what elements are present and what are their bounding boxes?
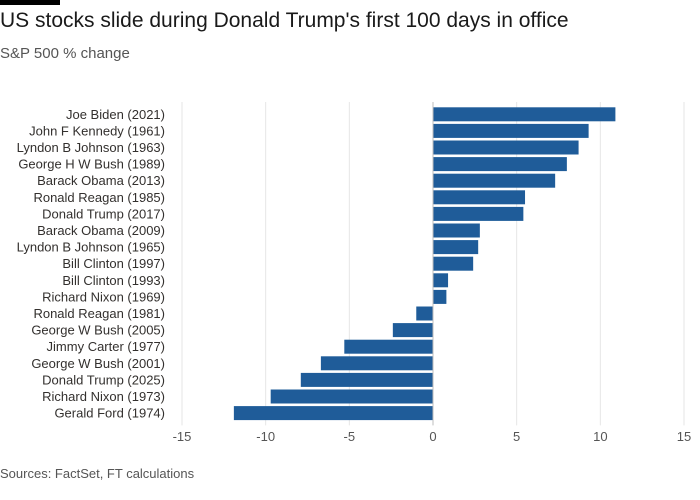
- x-tick-label: 10: [593, 429, 607, 444]
- x-tick-label: 0: [429, 429, 436, 444]
- x-tick-label: 15: [677, 429, 691, 444]
- bar: [433, 223, 480, 238]
- bar: [433, 190, 526, 205]
- chart-subtitle: S&P 500 % change: [0, 45, 130, 62]
- bar: [433, 157, 567, 172]
- category-label: Donald Trump (2017): [42, 206, 165, 221]
- category-label: Lyndon B Johnson (1963): [17, 140, 165, 155]
- x-tick-label: -15: [173, 429, 192, 444]
- bar: [433, 206, 524, 221]
- top-rule: [0, 0, 60, 5]
- x-tick-label: -5: [344, 429, 356, 444]
- bar: [433, 256, 474, 271]
- bar: [392, 323, 433, 338]
- bar: [300, 372, 433, 387]
- category-labels: Joe Biden (2021)John F Kennedy (1961) Lyn…: [17, 107, 165, 421]
- category-label: Gerald Ford (1974): [54, 406, 165, 421]
- category-label: Joe Biden (2021): [66, 107, 165, 122]
- bar: [433, 140, 579, 155]
- bar: [416, 306, 433, 321]
- category-label: Richard Nixon (1969): [42, 289, 165, 304]
- category-label: Donald Trump (2025): [42, 372, 165, 387]
- x-tick-label: -10: [256, 429, 275, 444]
- chart-title: US stocks slide during Donald Trump's fi…: [0, 9, 569, 32]
- grid-lines: [181, 102, 685, 426]
- category-label: George W Bush (2001): [31, 356, 165, 371]
- category-label: George W Bush (2005): [31, 323, 165, 338]
- bar: [433, 273, 449, 288]
- bar: [433, 289, 447, 304]
- source-note: Sources: FactSet, FT calculations: [0, 466, 195, 481]
- category-label: Jimmy Carter (1977): [47, 339, 165, 354]
- category-label: Richard Nixon (1973): [42, 389, 165, 404]
- category-label: Barack Obama (2009): [37, 223, 165, 238]
- category-label: Ronald Reagan (1985): [33, 190, 165, 205]
- bar: [433, 240, 479, 255]
- x-tick-label: 5: [513, 429, 520, 444]
- category-label: Ronald Reagan (1981): [33, 306, 165, 321]
- x-tick-labels: -15 -10 -5 0 5 10 15: [173, 429, 692, 444]
- bar: [433, 173, 556, 188]
- category-label: Barack Obama (2013): [37, 173, 165, 188]
- bar: [233, 406, 433, 421]
- bars: [233, 107, 616, 421]
- category-label: Lyndon B Johnson (1965): [17, 240, 165, 255]
- bar: [270, 389, 433, 404]
- bar: [433, 107, 616, 122]
- category-label: John F Kennedy (1961): [29, 123, 165, 138]
- bar-chart: Joe Biden (2021)John F Kennedy (1961) Lyn…: [17, 102, 692, 444]
- bar: [344, 339, 433, 354]
- category-label: George H W Bush (1989): [18, 157, 165, 172]
- category-label: Bill Clinton (1997): [62, 256, 165, 271]
- bar: [433, 123, 589, 138]
- category-label: Bill Clinton (1993): [62, 273, 165, 288]
- bar: [320, 356, 433, 371]
